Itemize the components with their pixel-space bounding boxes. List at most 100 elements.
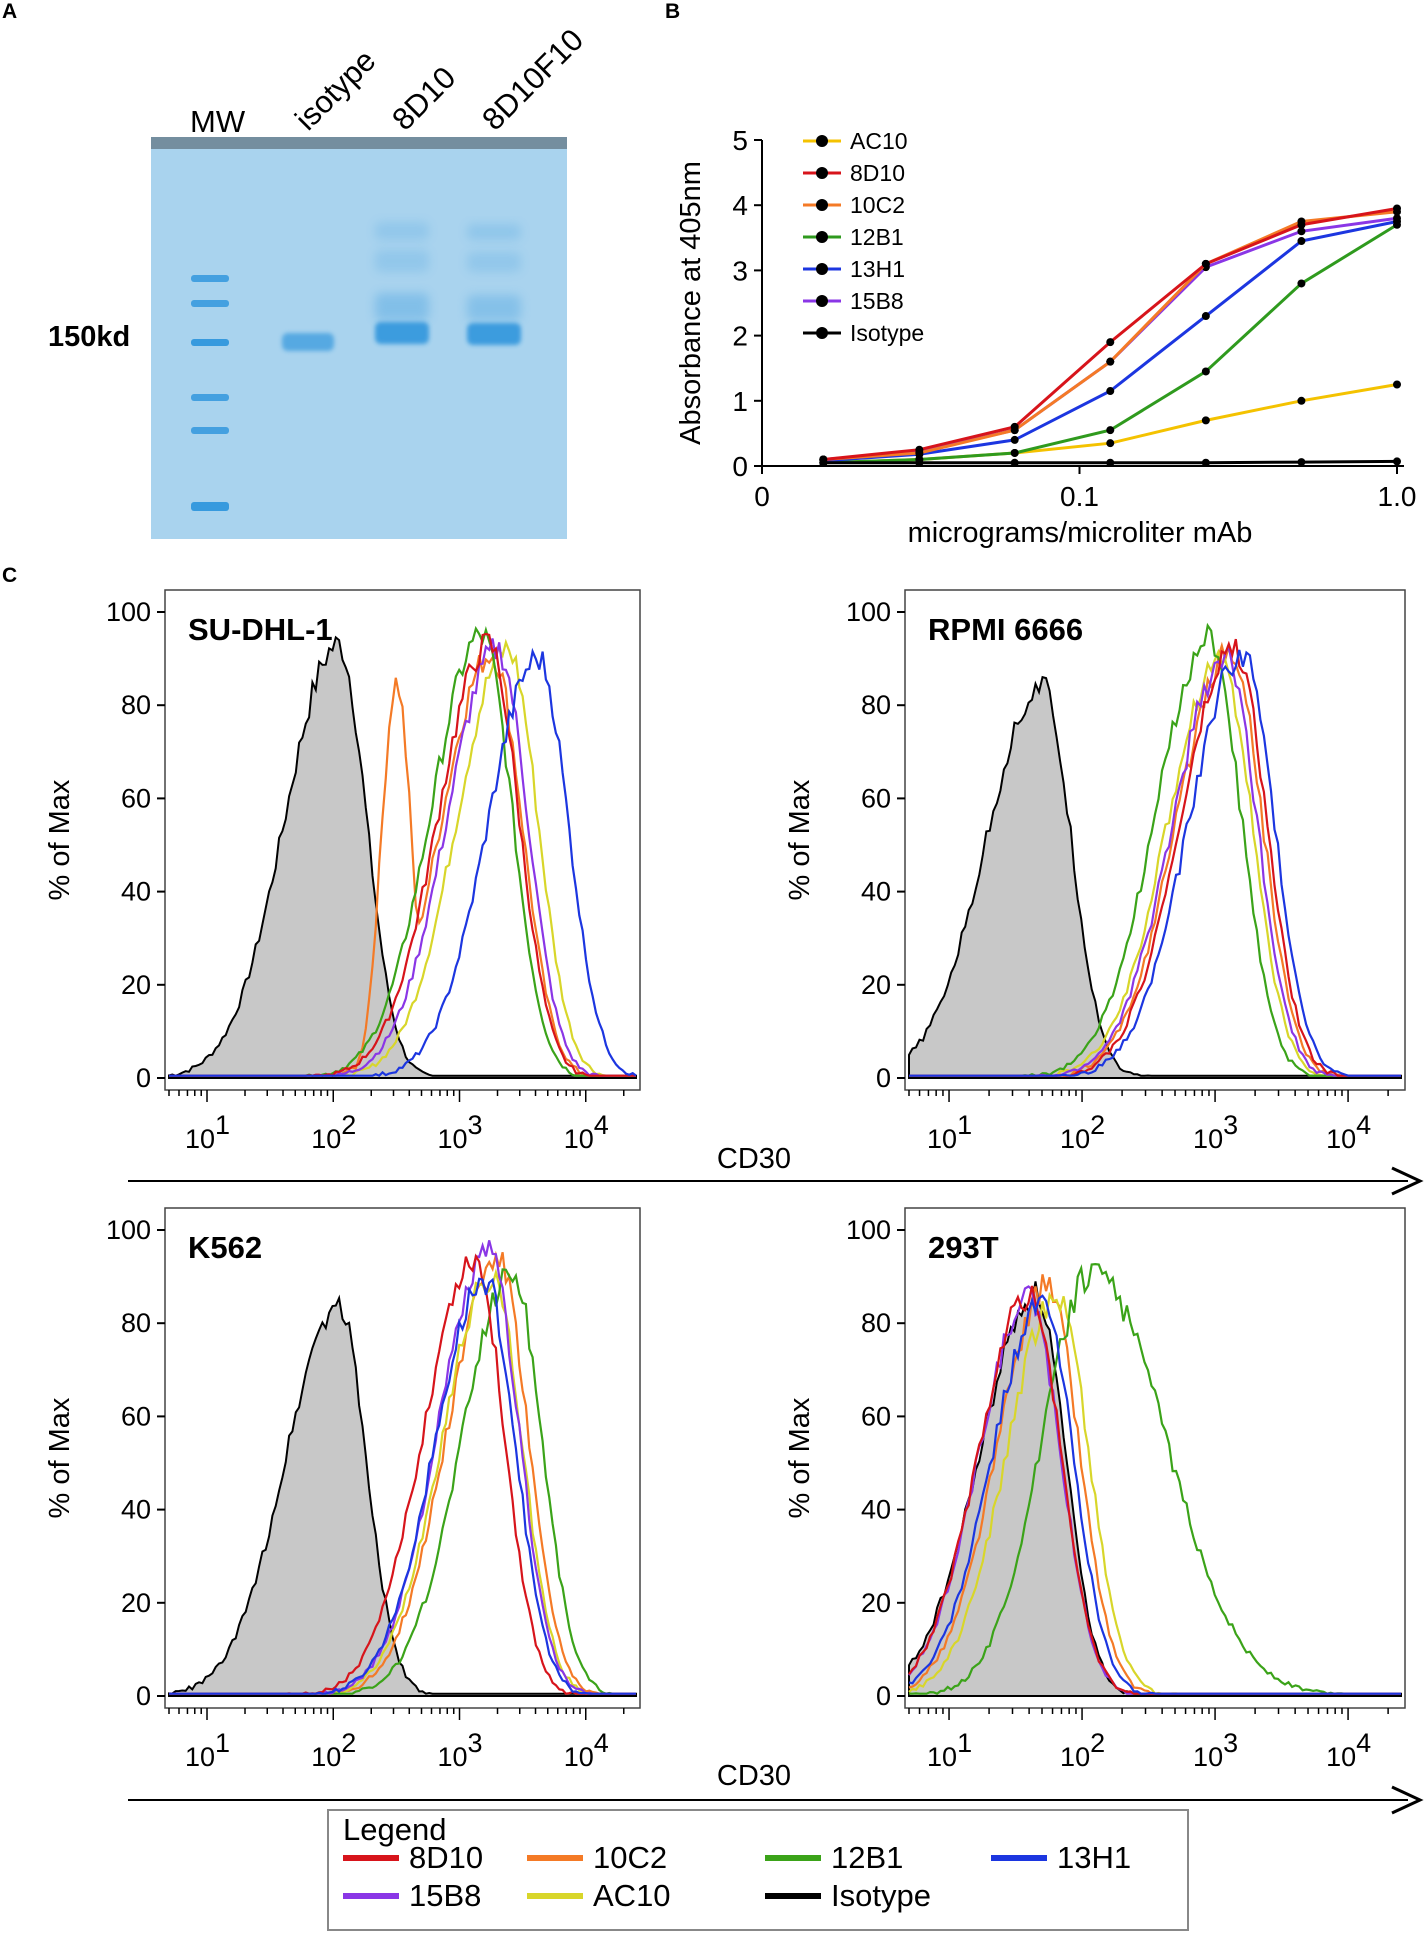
y-tick-label: 60 — [861, 1401, 891, 1431]
8d10f10-band — [467, 323, 521, 345]
y-tick-label: 20 — [861, 1588, 891, 1618]
isotype-band — [282, 333, 334, 351]
y-tick-label: 5 — [732, 125, 748, 156]
legend-marker — [816, 263, 828, 275]
cell-line-title: SU-DHL-1 — [188, 612, 333, 647]
smear-band — [467, 252, 521, 272]
legend-box: Legend 8D10 10C2 12B1 13H1 15B8 AC10 Isotype — [327, 1809, 1189, 1931]
data-point — [1393, 214, 1401, 223]
data-point — [1297, 279, 1306, 288]
elisa-chart: 0 1 2 3 4 5 0 0.1 1.0 AC10 8D10 10C2 12B1 13H1 15B8 I… — [675, 125, 1416, 549]
legend-marker — [816, 167, 828, 179]
data-point — [1393, 457, 1401, 466]
x-tick-label: 1.0 — [1378, 481, 1417, 512]
gel-panel — [151, 137, 567, 539]
y-axis-label: % of Max — [784, 779, 816, 900]
histogram-13h1 — [169, 1277, 636, 1695]
data-point — [1106, 458, 1115, 467]
legend-label: 8D10 — [850, 160, 905, 186]
y-tick-label: 80 — [121, 1308, 151, 1338]
elisa-x-ticks: 0 0.1 1.0 — [754, 466, 1416, 512]
cd30-label-bottom: CD30 — [717, 1760, 791, 1792]
arrowhead-icon — [1391, 1785, 1424, 1815]
x-tick-label: 102 — [1060, 1728, 1105, 1772]
gel-top-edge — [151, 137, 567, 149]
x-tick-label: 102 — [1060, 1110, 1105, 1154]
legend-title: Legend — [343, 1812, 446, 1847]
x-tick-label: 103 — [438, 1728, 483, 1772]
data-point — [1297, 220, 1306, 229]
arrowhead-icon — [1391, 1166, 1424, 1196]
legend-label: 10C2 — [593, 1840, 667, 1875]
8d10-band — [375, 322, 429, 344]
data-point — [1106, 338, 1115, 347]
elisa-y-ticks: 0 1 2 3 4 5 — [732, 125, 762, 482]
data-point — [915, 445, 924, 454]
y-tick-label: 0 — [732, 451, 748, 482]
smear-band — [375, 250, 429, 272]
x-tick-label: 101 — [927, 1110, 972, 1154]
ladder-band — [191, 339, 229, 346]
x-tick-label: 102 — [311, 1728, 356, 1772]
legend-marker — [816, 199, 828, 211]
y-tick-label: 40 — [121, 877, 151, 907]
data-point — [1010, 458, 1019, 467]
legend-label: 8D10 — [409, 1840, 483, 1875]
data-point — [1201, 367, 1210, 376]
legend-frame — [327, 1809, 1189, 1931]
y-axis-label: % of Max — [44, 1397, 76, 1518]
data-point — [1393, 204, 1401, 213]
smear-band — [375, 293, 429, 321]
legend-label: AC10 — [850, 128, 908, 154]
lane-label-isotype: isotype — [288, 43, 382, 137]
elisa-series — [819, 204, 1401, 467]
data-point — [1201, 259, 1210, 268]
ladder-band — [191, 427, 229, 434]
x-tick-label: 101 — [185, 1110, 230, 1154]
panel-label-c: C — [2, 564, 17, 587]
data-point — [1010, 435, 1019, 444]
legend-marker — [816, 295, 828, 307]
ladder-band — [191, 394, 229, 401]
data-point — [1106, 387, 1115, 396]
histogram-isotype — [168, 1294, 637, 1697]
y-tick-label: 40 — [861, 877, 891, 907]
panel-label-b: B — [665, 0, 680, 23]
legend-label: AC10 — [593, 1878, 671, 1913]
elisa-x-label: micrograms/microliter mAb — [908, 517, 1253, 549]
data-point — [1201, 312, 1210, 321]
flow-panel-1: 0 20 40 60 80 100 % of Max 101 102 103 104 SU-DHL-1 — [44, 589, 641, 1154]
data-point — [1393, 380, 1401, 389]
y-tick-label: 0 — [136, 1681, 151, 1711]
flow-panels: 0 20 40 60 80 100 % of Max 101 102 103 104 SU-DHL-1… — [44, 589, 1406, 1772]
smear-band — [467, 224, 521, 240]
x-tick-label: 103 — [1193, 1110, 1238, 1154]
data-point — [1297, 458, 1306, 467]
y-tick-label: 100 — [846, 1215, 891, 1245]
legend-label: 12B1 — [850, 224, 904, 250]
y-tick-label: 1 — [732, 386, 748, 417]
legend-label: Isotype — [850, 320, 924, 346]
y-tick-label: 60 — [121, 1401, 151, 1431]
data-point — [1010, 422, 1019, 431]
smear-band — [467, 295, 521, 321]
legend-label: 12B1 — [831, 1840, 903, 1875]
y-axis-label: % of Max — [784, 1397, 816, 1518]
x-tick-label: 104 — [1326, 1110, 1371, 1154]
histogram-12b1 — [908, 1262, 1401, 1695]
y-tick-label: 4 — [732, 190, 748, 221]
y-tick-label: 60 — [121, 783, 151, 813]
legend-label: 15B8 — [850, 288, 904, 314]
data-point — [1297, 396, 1306, 405]
data-point — [1297, 237, 1306, 246]
flow-panel-3: 0 20 40 60 80 100 % of Max 101 102 103 104 K562 — [44, 1207, 641, 1772]
y-tick-label: 20 — [861, 970, 891, 1000]
data-point — [1201, 458, 1210, 467]
y-tick-label: 60 — [861, 783, 891, 813]
ladder-band — [191, 275, 229, 282]
y-tick-label: 100 — [846, 597, 891, 627]
legend-marker — [816, 231, 828, 243]
y-tick-label: 40 — [121, 1495, 151, 1525]
